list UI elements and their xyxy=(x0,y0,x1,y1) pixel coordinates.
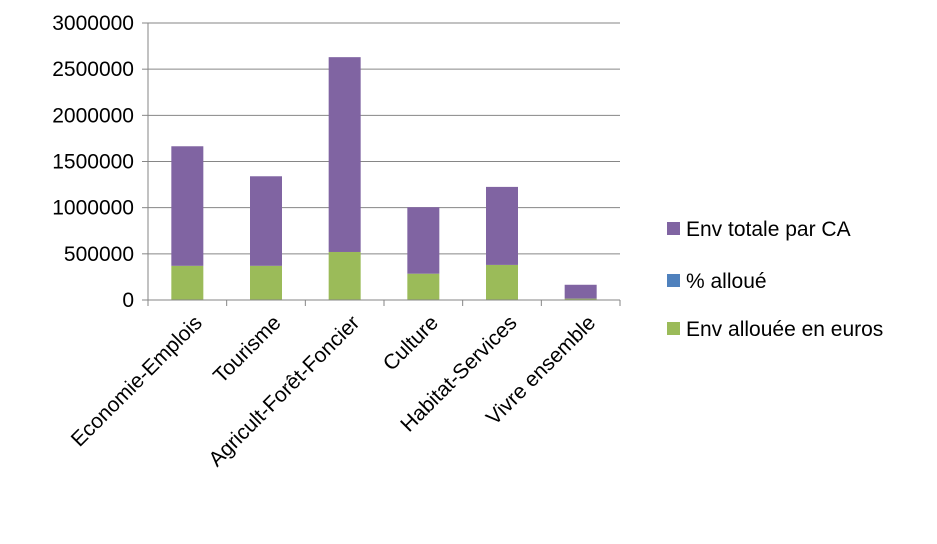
bar-env-allouee-2 xyxy=(328,251,361,300)
x-tick-labels: Economie-Emplois TourismeAgricult-Forêt-F… xyxy=(67,311,600,471)
bar-env-allouee-4 xyxy=(486,264,518,300)
y-tick-label: 1500000 xyxy=(52,151,134,174)
legend-label: % alloué xyxy=(686,270,767,293)
y-tick-label: 500000 xyxy=(64,243,134,266)
y-tick-labels: 0 500000 1000000 1500000 2000000 2500000 30000… xyxy=(52,12,134,312)
y-tick-label: 0 xyxy=(122,289,134,312)
x-tick-label: Economie-Emplois xyxy=(67,311,207,451)
x-tick-label: Tourisme xyxy=(209,311,286,388)
axes xyxy=(147,23,621,306)
legend-label: Env allouée en euros xyxy=(686,318,883,341)
bar-env-totale-3 xyxy=(407,207,440,274)
bars xyxy=(171,57,597,300)
legend-swatch xyxy=(667,322,680,335)
legend-swatch xyxy=(667,274,680,287)
x-tick-label: Culture xyxy=(379,311,443,375)
bar-env-allouee-3 xyxy=(407,273,440,300)
bar-env-allouee-5 xyxy=(564,298,597,300)
bar-env-allouee-1 xyxy=(250,265,282,300)
y-tick-label: 3000000 xyxy=(52,12,134,35)
legend-swatch xyxy=(667,222,680,235)
y-tick-label: 1000000 xyxy=(52,197,134,220)
bar-env-totale-1 xyxy=(250,176,282,266)
y-tick-label: 2500000 xyxy=(52,58,134,81)
legend-label: Env totale par CA xyxy=(686,218,851,241)
y-tick-label: 2000000 xyxy=(52,104,134,127)
bar-env-allouee-0 xyxy=(171,265,204,300)
bar-env-totale-5 xyxy=(564,284,597,299)
gridlines xyxy=(142,22,620,301)
bar-env-totale-2 xyxy=(328,57,361,252)
x-tick-label: Agricult-Forêt-Foncier xyxy=(204,311,364,471)
bar-env-totale-4 xyxy=(486,186,518,265)
legend: Env totale par CA % alloué Env allouée en … xyxy=(667,218,883,341)
bar-env-totale-0 xyxy=(171,146,204,266)
